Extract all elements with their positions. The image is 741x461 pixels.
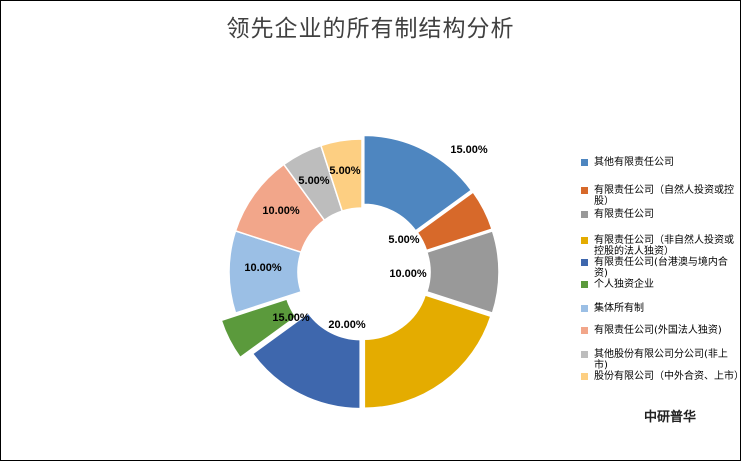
watermark-logo: 中研普华 [644, 410, 697, 425]
donut-slice [220, 298, 298, 359]
legend-item: 其他有限责任公司 [581, 157, 740, 168]
legend-swatch [581, 327, 588, 334]
legend-item: 个人独资企业 [581, 279, 740, 290]
chart-title: 领先企业的所有制结构分析 [226, 16, 515, 42]
data-label: 15.00% [450, 144, 488, 156]
donut-slice [416, 190, 494, 252]
legend-label: 其他有限责任公司 [594, 157, 674, 168]
legend-item: 股份有限公司（中外合资、上市） [581, 371, 741, 382]
data-label: 20.00% [328, 319, 366, 331]
legend-swatch [581, 237, 588, 244]
legend-label: 有限责任公司 [594, 209, 654, 220]
legend-label: 有限责任公司（非自然人投资或控股的法人独资） [594, 235, 734, 257]
data-label: 5.00% [298, 175, 329, 187]
legend-label: 股份有限公司（中外合资、上市） [594, 371, 741, 382]
legend-swatch [581, 159, 588, 166]
donut-slice [319, 138, 363, 213]
legend-swatch [581, 187, 588, 194]
legend-item: 有限责任公司（非自然人投资或控股的法人独资） [581, 235, 740, 257]
legend-label: 有限责任公司(外国法人独资) [594, 325, 722, 336]
legend-swatch [581, 281, 588, 288]
legend-label: 有限责任公司(台港澳与境内合资) [594, 257, 728, 279]
legend-item: 有限责任公司(台港澳与境内合资) [581, 257, 740, 279]
legend-swatch [581, 259, 588, 266]
legend-item: 有限责任公司（自然人投资或控股） [581, 185, 740, 207]
legend-label: 其他股份有限公司分公司(非上市) [594, 349, 728, 371]
donut-slice [363, 294, 492, 409]
legend-swatch [581, 305, 588, 312]
data-label: 5.00% [329, 165, 360, 177]
legend-swatch [581, 351, 588, 358]
legend-swatch [581, 211, 588, 218]
data-label: 15.00% [272, 312, 310, 324]
data-label: 5.00% [388, 234, 419, 246]
legend-label: 个人独资企业 [594, 279, 654, 290]
legend-label: 集体所有制 [594, 303, 644, 314]
legend-item: 有限责任公司 [581, 209, 740, 220]
legend-item: 其他股份有限公司分公司(非上市) [581, 349, 740, 371]
legend-swatch [581, 373, 588, 380]
legend-item: 有限责任公司(外国法人独资) [581, 325, 740, 336]
data-label: 10.00% [389, 268, 427, 280]
data-label: 10.00% [244, 262, 282, 274]
data-label: 10.00% [262, 205, 300, 217]
legend-item: 集体所有制 [581, 303, 740, 314]
donut-slice [425, 229, 500, 315]
legend-label: 有限责任公司（自然人投资或控股） [594, 185, 734, 207]
donut-slice [363, 134, 473, 232]
donut-slice [251, 312, 361, 410]
